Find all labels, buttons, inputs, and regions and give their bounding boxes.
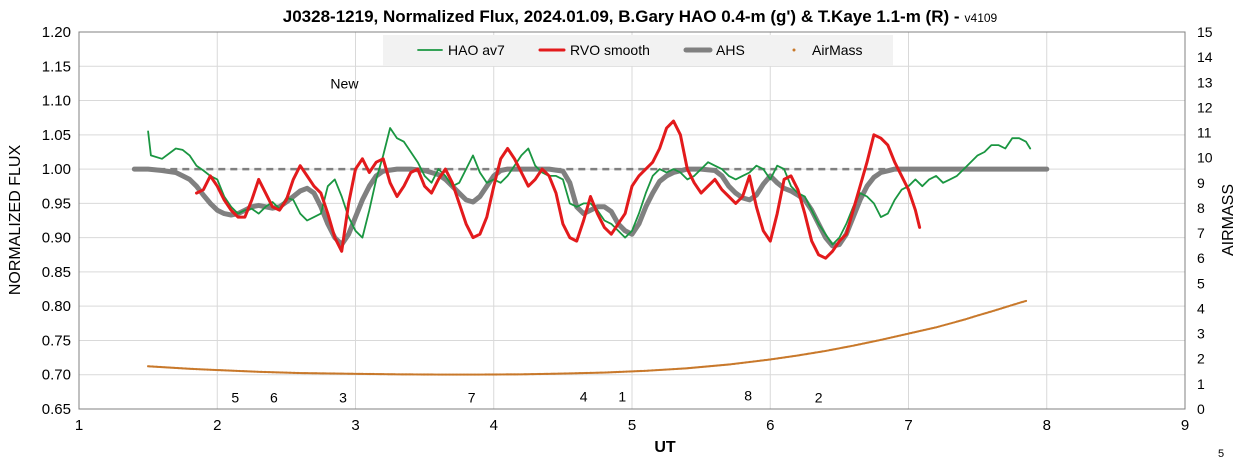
y-tick-label: 1.00 (42, 161, 71, 178)
legend-label: RVO smooth (570, 42, 650, 58)
y2-tick-label: 2 (1197, 351, 1205, 367)
x-tick-label: 4 (490, 417, 498, 434)
x-tick-label: 5 (628, 417, 636, 434)
y2-tick-label: 10 (1197, 150, 1213, 166)
x-tick-label: 1 (75, 417, 83, 434)
legend: HAO av7 RVO smooth AHS AirMass (383, 35, 893, 66)
annotations: New 5 6 3 7 4 1 8 2 (231, 75, 822, 405)
gridlines (79, 32, 1185, 409)
y2-tick-label: 0 (1197, 401, 1205, 417)
x-tick-label: 6 (766, 417, 774, 434)
plot-area (78, 31, 1186, 410)
y2-tick-label: 1 (1197, 376, 1205, 392)
legend-item: AHS (683, 42, 745, 58)
y2-tick-label: 6 (1197, 250, 1205, 266)
y2-tick-label: 8 (1197, 200, 1205, 216)
legend-swatch (792, 48, 796, 52)
chart-title: J0328-1219, Normalized Flux, 2024.01.09,… (283, 7, 998, 26)
series-rvo-smooth-line (195, 119, 922, 260)
y2-tick-label: 12 (1197, 99, 1213, 115)
y2-tick-label: 11 (1197, 125, 1212, 141)
annotation-label: 3 (339, 389, 347, 405)
y-tick-label: 0.65 (42, 401, 71, 418)
x-tick-label: 7 (904, 417, 912, 434)
annotation-label: 8 (744, 387, 752, 403)
y2-tick-label: 5 (1197, 275, 1205, 291)
y2-tick-label: 9 (1197, 175, 1205, 191)
corner-label: 5 (1218, 448, 1224, 460)
y2-tick-label: 3 (1197, 326, 1205, 342)
y-tick-label: 0.95 (42, 195, 71, 212)
y-tick-label: 1.20 (42, 24, 71, 41)
legend-item: RVO smooth (538, 42, 650, 58)
y-axis-label: NORMALIZED FLUX (7, 145, 24, 296)
y-tick-label: 0.80 (42, 298, 71, 315)
y-axis-ticks: 0.65 0.70 0.75 0.80 0.85 0.90 0.95 1.00 1.05 1.10… (42, 24, 71, 418)
airmass-point (1024, 299, 1028, 303)
x-axis-label: UT (654, 439, 676, 456)
legend-label: AirMass (812, 42, 863, 58)
y2-axis-label: AIRMASS (1220, 184, 1237, 256)
annotation-label: 1 (618, 389, 626, 405)
annotation-label: New (330, 75, 359, 91)
annotation-label: 4 (580, 389, 588, 405)
annotation-label: 6 (270, 389, 278, 405)
x-tick-label: 8 (1043, 417, 1051, 434)
y-tick-label: 0.90 (42, 230, 71, 247)
series-layer (131, 119, 1050, 376)
legend-box (383, 35, 893, 66)
y-tick-label: 0.70 (42, 367, 71, 384)
y-tick-label: 0.85 (42, 264, 71, 281)
x-tick-label: 3 (351, 417, 359, 434)
legend-item: AirMass (792, 42, 863, 58)
legend-label: HAO av7 (448, 42, 505, 58)
legend-label: AHS (716, 42, 745, 58)
y2-tick-label: 4 (1197, 300, 1205, 316)
y-tick-label: 0.75 (42, 332, 71, 349)
y2-tick-label: 7 (1197, 225, 1205, 241)
legend-item: HAO av7 (417, 42, 505, 58)
x-tick-label: 9 (1181, 417, 1189, 434)
series-airmass (147, 299, 1028, 376)
y2-tick-label: 13 (1197, 74, 1213, 90)
x-tick-label: 2 (213, 417, 221, 434)
x-axis-ticks: 1 2 3 4 5 6 7 8 9 (75, 417, 1189, 434)
y-tick-label: 1.10 (42, 93, 71, 110)
y-tick-label: 1.15 (42, 58, 71, 75)
annotation-label: 7 (468, 389, 476, 405)
y-tick-label: 1.05 (42, 127, 71, 144)
annotation-label: 2 (815, 389, 823, 405)
y2-tick-label: 15 (1197, 24, 1213, 40)
series-hao-av7-line (147, 127, 1032, 246)
annotation-label: 5 (231, 389, 239, 405)
y2-tick-label: 14 (1197, 49, 1213, 65)
